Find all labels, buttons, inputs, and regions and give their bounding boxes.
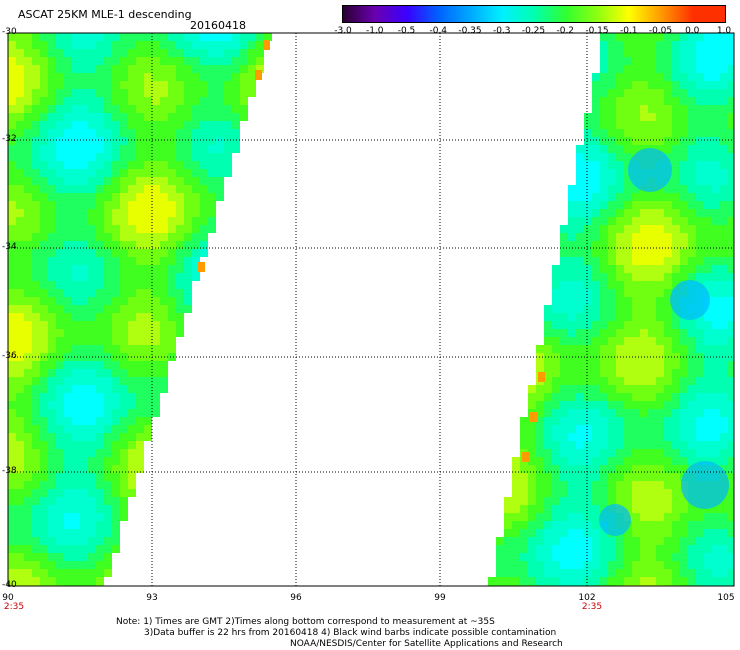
colorbar-label: -0.2: [556, 26, 575, 36]
colorbar-segment: [438, 6, 471, 22]
y-tick-label: -40: [2, 580, 17, 590]
y-tick-label: -34: [2, 242, 17, 252]
map-title: ASCAT 25KM MLE-1 descending: [18, 8, 192, 21]
colorbar-segment: [693, 6, 725, 22]
colorbar-segment: [661, 6, 694, 22]
x-tick-label: 90: [2, 593, 14, 603]
colorbar-label: -0.35: [458, 26, 482, 36]
colorbar-segment: [406, 6, 439, 22]
x-tick-label: 105: [717, 593, 735, 603]
colorbar-label: -0.15: [585, 26, 609, 36]
colorbar: [342, 5, 726, 23]
colorbar-segment: [502, 6, 534, 22]
colorbar-label: -0.4: [429, 26, 448, 36]
colorbar-segment: [533, 6, 566, 22]
colorbar-segment: [597, 6, 630, 22]
x-tick-label: 99: [434, 593, 446, 603]
y-tick-label: -32: [2, 134, 17, 144]
colorbar-label: -0.5: [397, 26, 416, 36]
colorbar-label: -1.0: [365, 26, 384, 36]
map-date: 20160418: [190, 19, 246, 32]
colorbar-segment: [374, 6, 407, 22]
y-tick-label: -30: [2, 27, 17, 37]
note-line-2: 3)Data buffer is 22 hrs from 20160418 4)…: [144, 628, 557, 638]
colorbar-label: 0.0: [685, 26, 700, 36]
colorbar-label: -0.1: [619, 26, 638, 36]
colorbar-segment: [629, 6, 662, 22]
x-tick-label: 93: [146, 593, 158, 603]
y-tick-label: -38: [2, 466, 17, 476]
colorbar-label: -0.3: [492, 26, 511, 36]
x-tick-label: 102: [578, 593, 596, 603]
colorbar-segment: [470, 6, 503, 22]
y-tick-label: -36: [2, 351, 17, 361]
x-tick-label: 96: [290, 593, 302, 603]
colorbar-segment: [343, 6, 375, 22]
note-line-3: NOAA/NESDIS/Center for Satellite Applica…: [290, 639, 563, 649]
colorbar-segment: [565, 6, 598, 22]
colorbar-label: -0.05: [648, 26, 673, 36]
colorbar-label: 1.0: [716, 26, 732, 36]
time-label: 2:35: [3, 602, 25, 612]
note-line-1: Note: 1) Times are GMT 2)Times along bot…: [116, 617, 495, 627]
colorbar-label: -0.25: [521, 26, 546, 36]
colorbar-label: -3.0: [334, 26, 352, 36]
map-frame: [7, 32, 735, 587]
time-label: 2:35: [581, 602, 603, 612]
